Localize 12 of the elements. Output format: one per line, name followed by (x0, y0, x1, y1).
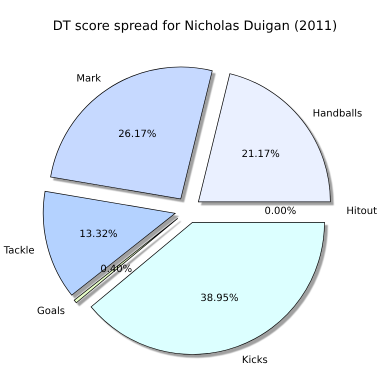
data-label: 13.32% (79, 228, 118, 240)
data-label: 38.95% (200, 292, 239, 304)
chart-title: DT score spread for Nicholas Duigan (2011) (52, 19, 338, 34)
slice-label: Mark (76, 74, 102, 85)
category-label: Hitout (346, 206, 378, 217)
slice-label: Goals (37, 306, 66, 317)
slice-label: Handballs (312, 108, 362, 120)
slice-label: Kicks (242, 354, 268, 366)
data-label: 26.17% (118, 128, 156, 140)
data-label: 21.17% (242, 148, 280, 160)
slice-label: Tackle (2, 245, 35, 256)
text: 0.00% (264, 206, 296, 217)
